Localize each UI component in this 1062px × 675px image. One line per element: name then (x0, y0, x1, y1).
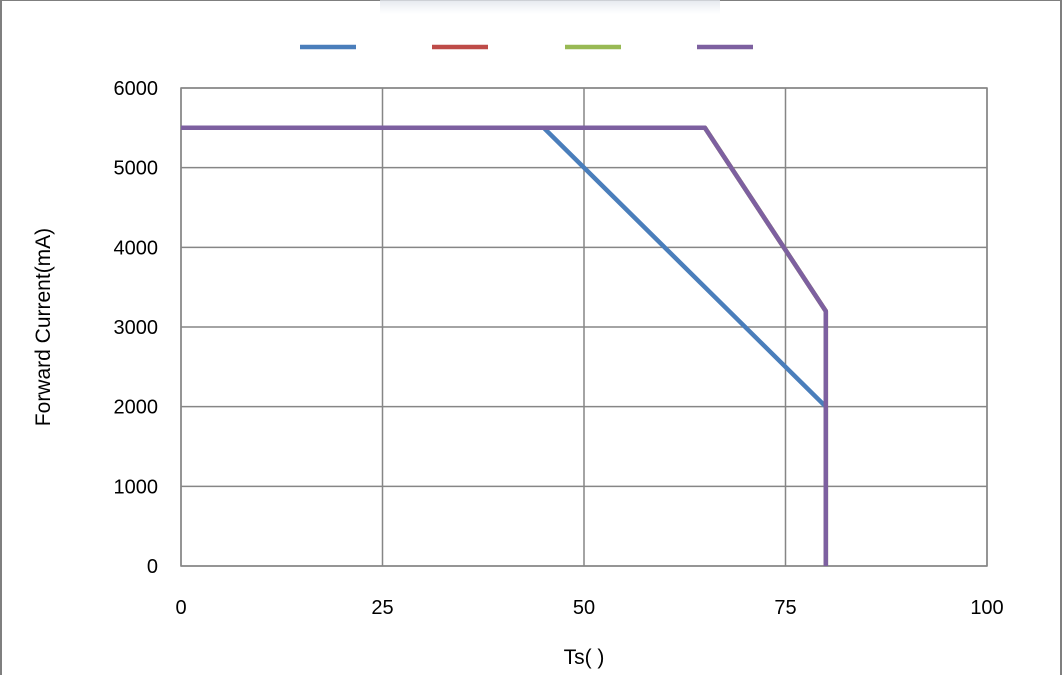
y-tick-label: 1000 (114, 476, 159, 498)
top-decoration (380, 0, 720, 14)
series-line-1 (181, 125, 829, 566)
gridlines (180, 87, 988, 567)
series-line-4 (181, 125, 829, 566)
y-tick-label: 3000 (114, 317, 159, 339)
y-axis-title: Forward Current(mA) (32, 228, 55, 426)
y-tick-label: 2000 (114, 397, 159, 419)
y-tick-label: 6000 (114, 78, 159, 100)
x-tick-label: 75 (774, 597, 796, 619)
series-line-3 (181, 125, 829, 566)
x-tick-label: 100 (970, 597, 1003, 619)
x-tick-label: 25 (371, 597, 393, 619)
y-tick-label: 4000 (114, 237, 159, 259)
series-lines (181, 125, 829, 566)
series-line-2 (181, 125, 829, 566)
x-tick-label: 0 (175, 597, 186, 619)
x-tick-label: 50 (573, 597, 595, 619)
x-tick-labels: 0 25 50 75 100 (175, 597, 1003, 619)
x-axis-title: Ts( ) (564, 646, 605, 669)
y-tick-labels: 0 1000 2000 3000 4000 5000 6000 (114, 78, 159, 578)
y-tick-label: 5000 (114, 158, 159, 180)
plot-area (180, 87, 988, 567)
y-tick-label: 0 (147, 556, 158, 578)
